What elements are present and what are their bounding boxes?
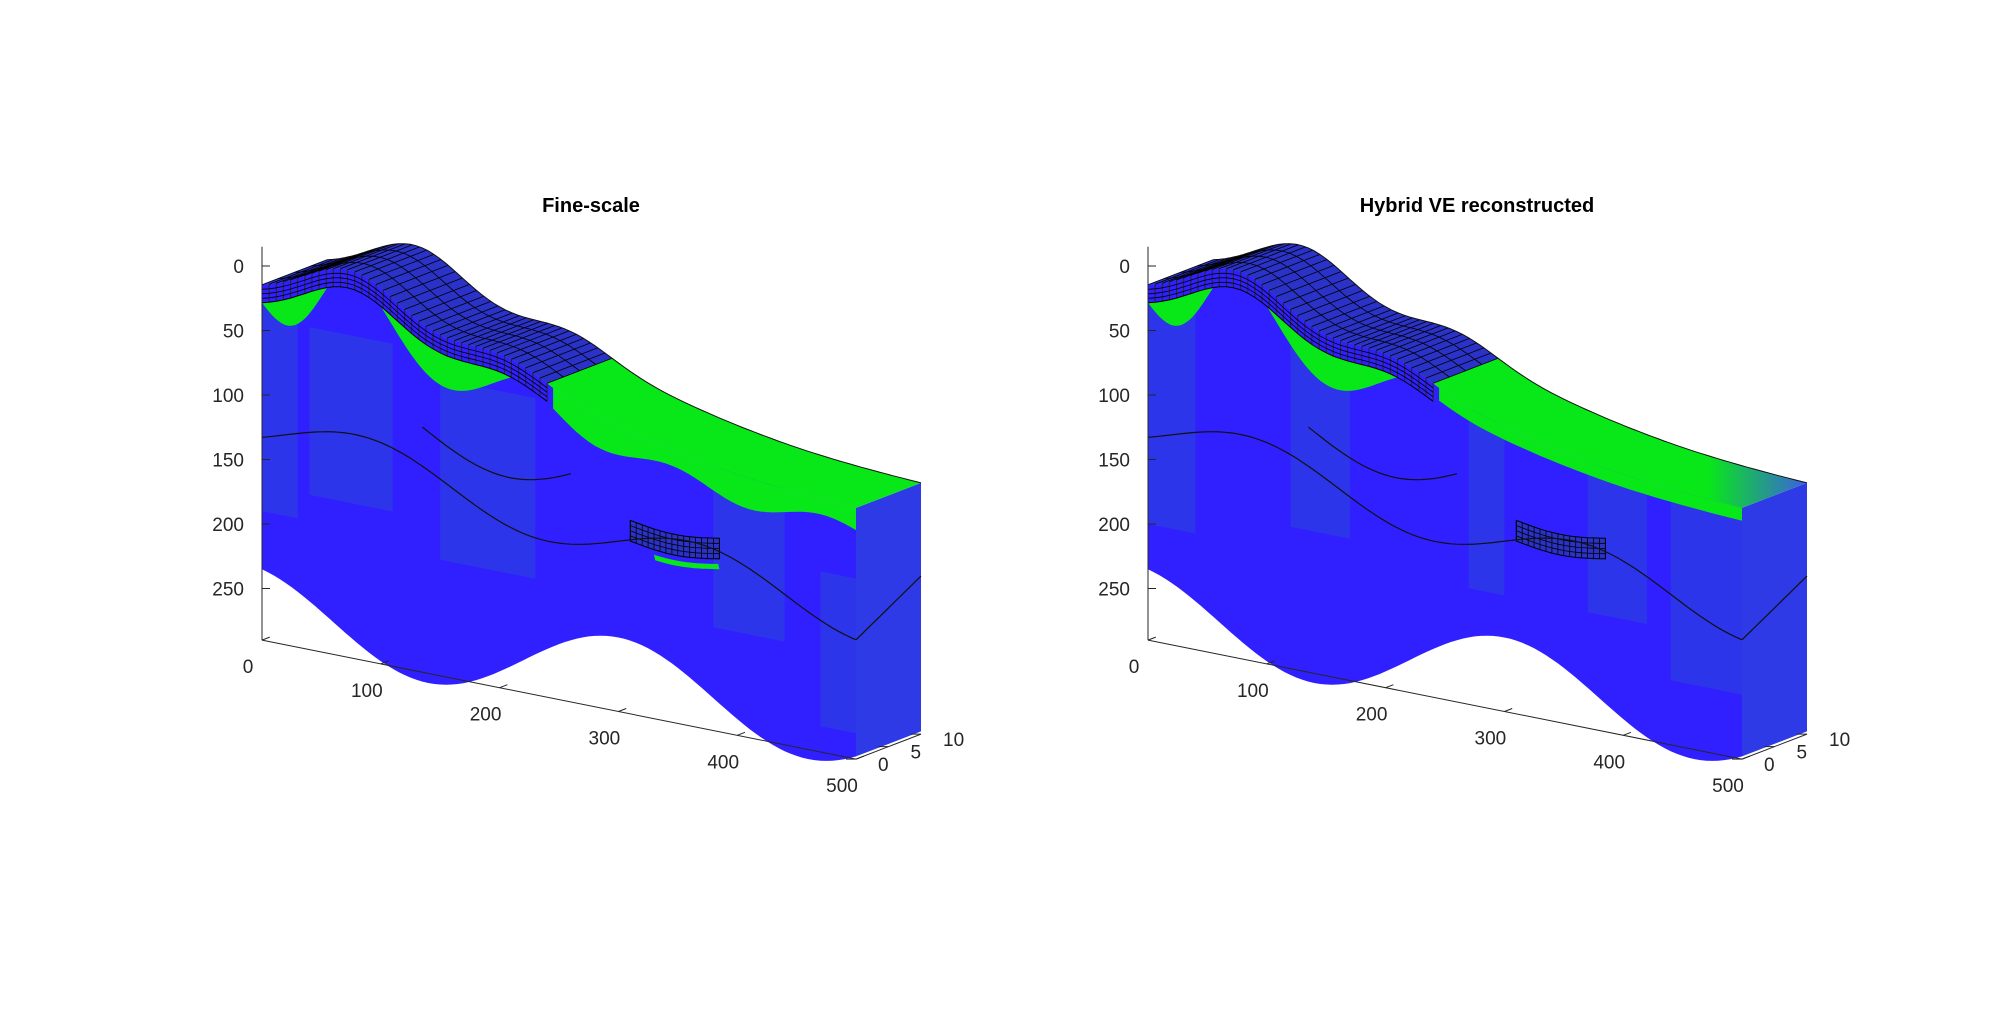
z-tick-label: 50 bbox=[223, 322, 244, 343]
fine-grid-lens bbox=[1515, 519, 1606, 560]
z-tick-label: 100 bbox=[212, 386, 244, 407]
co2-plume-front bbox=[1439, 387, 1742, 521]
right-face bbox=[856, 482, 921, 757]
mixed-zone bbox=[1587, 461, 1647, 624]
z-tick-label: 250 bbox=[212, 580, 244, 601]
co2-arc bbox=[380, 306, 512, 391]
z-tick-label: 0 bbox=[1119, 257, 1130, 278]
x-tick-mark bbox=[618, 708, 627, 712]
mixed-zone bbox=[1670, 488, 1742, 695]
mixed-zone bbox=[262, 304, 298, 519]
x-tick-label: 0 bbox=[1129, 657, 1140, 678]
z-tick-label: 50 bbox=[1109, 322, 1130, 343]
grid-line bbox=[261, 277, 548, 393]
chart-title: Hybrid VE reconstructed bbox=[1360, 195, 1595, 217]
grid-line bbox=[630, 535, 720, 555]
x-tick-label: 400 bbox=[707, 752, 739, 773]
y-tick-label: 5 bbox=[911, 743, 922, 764]
horizon-line-end bbox=[855, 575, 922, 641]
x-tick-label: 400 bbox=[1593, 752, 1625, 773]
x-tick-label: 300 bbox=[1475, 729, 1507, 750]
co2-plume-front bbox=[553, 387, 856, 531]
front-face-brine bbox=[262, 268, 856, 761]
grid-line bbox=[1147, 277, 1434, 393]
grid-line bbox=[278, 262, 564, 378]
x-tick-mark bbox=[499, 684, 508, 689]
x-axis bbox=[1147, 639, 1743, 760]
right-face bbox=[1742, 482, 1807, 757]
x-tick-label: 300 bbox=[589, 729, 621, 750]
axes: 0 50 100 150 200 250 0 100 200 300 400 500 0 5 10 bbox=[1098, 246, 1850, 797]
z-tick-label: 150 bbox=[212, 451, 244, 472]
z-tick-label: 200 bbox=[1098, 515, 1130, 536]
grid-line bbox=[1147, 272, 1434, 389]
horizon-line-end bbox=[1741, 575, 1808, 641]
x-tick-mark bbox=[1623, 731, 1632, 736]
co2-arc bbox=[1266, 306, 1398, 391]
x-tick-mark bbox=[1385, 684, 1394, 689]
y-tick-label: 10 bbox=[1829, 730, 1850, 751]
grid-line bbox=[630, 530, 720, 549]
mixed-zone bbox=[820, 571, 856, 734]
mixed-zone bbox=[309, 327, 393, 512]
y-tick-label: 0 bbox=[878, 755, 889, 776]
x-tick-mark bbox=[1266, 660, 1275, 665]
co2-lens bbox=[654, 554, 720, 570]
grid-line bbox=[261, 272, 548, 389]
grid-line bbox=[1147, 281, 1434, 398]
z-tick-label: 250 bbox=[1098, 580, 1130, 601]
axes: 0 50 100 150 200 250 0 100 200 300 400 500 0 5 10 bbox=[212, 246, 964, 797]
x-axis bbox=[261, 639, 857, 760]
grid-line bbox=[1147, 286, 1434, 402]
x-tick-label: 500 bbox=[826, 776, 858, 797]
short-horizon-line bbox=[422, 426, 572, 481]
x-tick-label: 500 bbox=[1712, 776, 1744, 797]
x-tick-mark bbox=[855, 755, 864, 760]
x-tick-mark bbox=[1504, 708, 1513, 712]
horizon-line bbox=[261, 431, 857, 641]
x-tick-label: 100 bbox=[1237, 681, 1269, 702]
grid-line bbox=[1164, 262, 1450, 378]
chart-panel-hybrid-ve: Hybrid VE reconstructed05010015020025001… bbox=[1098, 195, 1850, 797]
z-tick-label: 150 bbox=[1098, 451, 1130, 472]
grid-line bbox=[1196, 249, 1483, 365]
mixed-zone bbox=[1468, 407, 1505, 596]
z-tick-label: 0 bbox=[233, 257, 244, 278]
mixed-zone bbox=[440, 379, 536, 579]
x-tick-mark bbox=[737, 731, 746, 736]
grid-line bbox=[261, 281, 548, 398]
grid-line bbox=[1516, 530, 1606, 549]
mixed-zone bbox=[1148, 291, 1196, 534]
surface-edge bbox=[326, 243, 922, 484]
grid-line bbox=[1180, 255, 1466, 372]
y-tick-label: 10 bbox=[943, 730, 964, 751]
co2-arc bbox=[1148, 287, 1214, 326]
x-tick-label: 100 bbox=[351, 681, 383, 702]
y-tick-label: 5 bbox=[1797, 743, 1808, 764]
x-tick-mark bbox=[261, 636, 270, 641]
chart-title: Fine-scale bbox=[542, 195, 640, 217]
horizon-line bbox=[1147, 431, 1743, 641]
grid-line bbox=[261, 286, 548, 402]
x-tick-mark bbox=[1147, 636, 1156, 641]
z-tick-label: 200 bbox=[212, 515, 244, 536]
z-tick-label: 100 bbox=[1098, 386, 1130, 407]
chart-panel-fine-scale: Fine-scale050100150200250010020030040050… bbox=[212, 195, 964, 797]
short-horizon-line bbox=[1308, 426, 1458, 481]
fine-grid-top bbox=[1147, 243, 1499, 402]
grid-line bbox=[1516, 535, 1606, 555]
y-tick-label: 0 bbox=[1764, 755, 1775, 776]
grid-line bbox=[310, 249, 597, 365]
grid-line bbox=[294, 255, 580, 372]
surface-edge bbox=[1212, 243, 1808, 484]
x-tick-label: 200 bbox=[1356, 705, 1388, 726]
co2-arc bbox=[262, 287, 328, 326]
fine-grid-top bbox=[261, 243, 613, 402]
x-tick-mark bbox=[380, 660, 389, 665]
x-tick-label: 0 bbox=[243, 657, 254, 678]
x-tick-mark bbox=[1741, 755, 1750, 760]
x-tick-label: 200 bbox=[470, 705, 502, 726]
